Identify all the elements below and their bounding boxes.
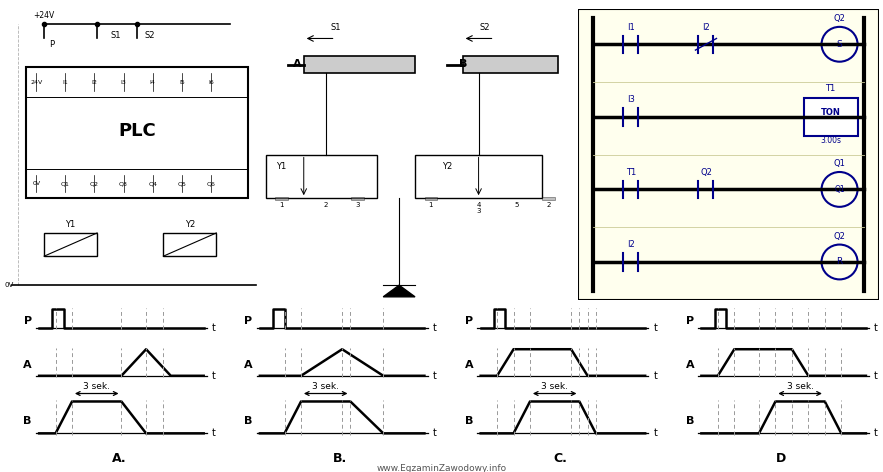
Text: S: S (837, 40, 842, 49)
Text: P: P (245, 316, 253, 326)
Text: P: P (24, 316, 32, 326)
Text: T1: T1 (626, 168, 636, 177)
Text: B: B (24, 416, 32, 426)
Text: Q3: Q3 (119, 181, 128, 186)
Text: 3: 3 (356, 202, 360, 208)
Text: Y2: Y2 (185, 220, 195, 229)
Text: A: A (685, 360, 694, 370)
Text: Q1: Q1 (834, 185, 845, 194)
Text: I2: I2 (627, 240, 635, 250)
Text: D: D (776, 452, 787, 465)
Text: I1: I1 (627, 23, 635, 32)
Bar (304, 56, 415, 73)
Polygon shape (383, 285, 415, 297)
Text: 3 sek.: 3 sek. (787, 382, 813, 391)
Text: P: P (686, 316, 694, 326)
Text: I1: I1 (63, 79, 68, 84)
Text: PLC: PLC (118, 122, 155, 140)
Text: B: B (458, 59, 467, 69)
Text: Q4: Q4 (148, 181, 157, 186)
Bar (542, 197, 555, 200)
Text: 5: 5 (515, 202, 519, 208)
Text: t: t (874, 323, 878, 334)
Bar (425, 197, 437, 200)
Text: T1: T1 (826, 84, 835, 93)
Bar (804, 98, 857, 136)
Text: B.: B. (333, 452, 347, 465)
Text: 3.00s: 3.00s (820, 136, 841, 145)
Text: S2: S2 (479, 23, 490, 32)
Text: A: A (464, 360, 473, 370)
Text: 0V: 0V (32, 181, 41, 186)
Text: I3: I3 (627, 95, 635, 104)
Text: 24V: 24V (30, 79, 42, 84)
Text: B: B (686, 416, 694, 426)
Text: Q2: Q2 (834, 14, 846, 23)
Text: I4: I4 (150, 79, 155, 84)
Text: S2: S2 (145, 32, 155, 41)
Bar (351, 197, 364, 200)
Text: t: t (433, 323, 436, 334)
Bar (463, 56, 558, 73)
Text: C.: C. (554, 452, 568, 465)
Text: P: P (49, 40, 55, 49)
Text: t: t (212, 371, 215, 381)
Text: 0V: 0V (4, 282, 13, 288)
Text: 2: 2 (324, 202, 328, 208)
Text: Q5: Q5 (177, 181, 186, 186)
Text: 3 sek.: 3 sek. (541, 382, 568, 391)
Bar (266, 155, 377, 198)
Text: I6: I6 (208, 79, 214, 84)
Text: 1: 1 (279, 202, 283, 208)
Text: 1: 1 (428, 202, 434, 208)
Text: t: t (433, 371, 436, 381)
Text: 3 sek.: 3 sek. (83, 382, 110, 391)
Text: 3: 3 (476, 208, 481, 214)
Text: A.: A. (112, 452, 126, 465)
Text: 2: 2 (547, 202, 551, 208)
Text: A: A (244, 360, 253, 370)
Bar (44, 233, 97, 256)
Text: t: t (212, 429, 215, 438)
Text: TON: TON (820, 108, 841, 117)
Text: +24V: +24V (34, 11, 55, 20)
Text: www.EgzaminZawodowy.info: www.EgzaminZawodowy.info (376, 464, 507, 472)
Text: I2: I2 (702, 23, 710, 32)
Text: S1: S1 (330, 23, 341, 32)
Text: B: B (465, 416, 473, 426)
Text: t: t (874, 429, 878, 438)
Text: t: t (874, 371, 878, 381)
Text: Y2: Y2 (442, 162, 452, 171)
Text: P: P (465, 316, 473, 326)
Text: I5: I5 (179, 79, 185, 84)
Bar (163, 233, 216, 256)
Bar (415, 155, 542, 198)
Text: t: t (653, 323, 657, 334)
Text: I3: I3 (121, 79, 126, 84)
Text: Q2: Q2 (90, 181, 99, 186)
Text: t: t (653, 371, 657, 381)
Text: Q6: Q6 (207, 181, 215, 186)
Text: t: t (653, 429, 657, 438)
Text: 3 sek.: 3 sek. (313, 382, 339, 391)
Text: Q2: Q2 (834, 232, 846, 241)
Text: A: A (23, 360, 32, 370)
Text: S1: S1 (110, 32, 121, 41)
Text: Q1: Q1 (61, 181, 70, 186)
Text: 4: 4 (477, 202, 480, 208)
Text: B: B (245, 416, 253, 426)
Text: Y1: Y1 (276, 162, 287, 171)
Text: t: t (212, 323, 215, 334)
Text: R: R (836, 258, 842, 267)
Bar (275, 197, 288, 200)
Text: A: A (293, 59, 302, 69)
Text: Q2: Q2 (700, 168, 712, 177)
Text: I2: I2 (92, 79, 97, 84)
Bar (26, 67, 248, 198)
Text: Q1: Q1 (834, 159, 846, 168)
Text: Y1: Y1 (65, 220, 76, 229)
Text: t: t (433, 429, 436, 438)
